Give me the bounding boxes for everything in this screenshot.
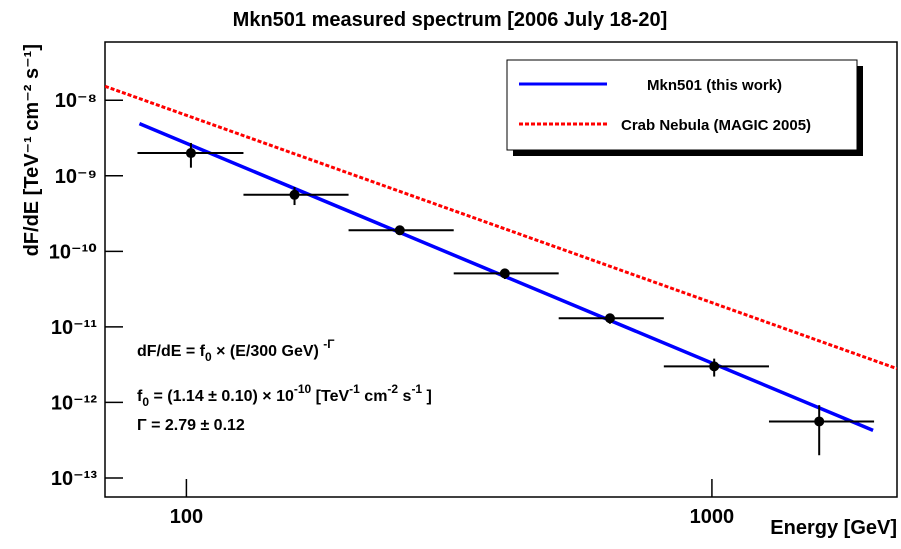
annotation-part: -1 — [349, 382, 360, 396]
y-tick-label: 10⁻¹³ — [51, 468, 97, 490]
x-axis-label: Energy [GeV] — [770, 517, 897, 539]
series-line — [105, 84, 897, 371]
x-tick-label: 1000 — [690, 506, 735, 528]
y-tick-label: 10⁻⁸ — [55, 90, 97, 112]
data-point — [604, 313, 615, 324]
chart-title: Mkn501 measured spectrum [2006 July 18-2… — [233, 9, 668, 31]
annotation-part: × (E/300 GeV) — [212, 343, 324, 360]
data-point — [499, 268, 510, 279]
annotation-part: s — [398, 388, 411, 405]
legend-label: Crab Nebula (MAGIC 2005) — [621, 117, 811, 134]
data-point — [709, 361, 720, 372]
annotation: dF/dE = f0 × (E/300 GeV) -Γ — [137, 337, 335, 364]
annotation-part: [TeV — [311, 388, 349, 405]
data-point — [814, 416, 825, 427]
annotation-part: Γ = 2.79 ± 0.12 — [137, 417, 245, 434]
annotation-part: ] — [422, 388, 432, 405]
y-tick-label: 10⁻¹¹ — [51, 317, 97, 339]
annotation-part: f — [137, 388, 143, 405]
y-tick-label: 10⁻¹² — [51, 392, 97, 414]
legend-label: Mkn501 (this work) — [647, 77, 782, 94]
annotation-part: dF/dE = f — [137, 343, 206, 360]
annotation-part: -Γ — [323, 337, 335, 351]
annotation: f0 = (1.14 ± 0.10) × 10-10 [TeV-1 cm-2 s… — [137, 382, 432, 409]
annotation: Γ = 2.79 ± 0.12 — [137, 417, 245, 434]
x-tick-label: 100 — [170, 506, 203, 528]
plot-frame — [104, 41, 898, 498]
annotation-part: 0 — [142, 395, 149, 409]
data-point — [289, 189, 300, 200]
data-point — [185, 148, 196, 159]
y-axis-label: dF/dE [TeV⁻¹ cm⁻² s⁻¹] — [21, 44, 43, 256]
annotation-part: 0 — [205, 350, 212, 364]
annotation-part: cm — [360, 388, 388, 405]
y-tick-label: 10⁻¹⁰ — [49, 241, 97, 263]
data-point — [394, 225, 405, 236]
legend-box — [506, 59, 858, 151]
annotation-part: -1 — [411, 382, 422, 396]
annotation-part: = (1.14 ± 0.10) × 10 — [149, 388, 294, 405]
annotation-part: -10 — [294, 382, 312, 396]
annotation-part: -2 — [387, 382, 398, 396]
y-tick-label: 10⁻⁹ — [55, 166, 97, 188]
